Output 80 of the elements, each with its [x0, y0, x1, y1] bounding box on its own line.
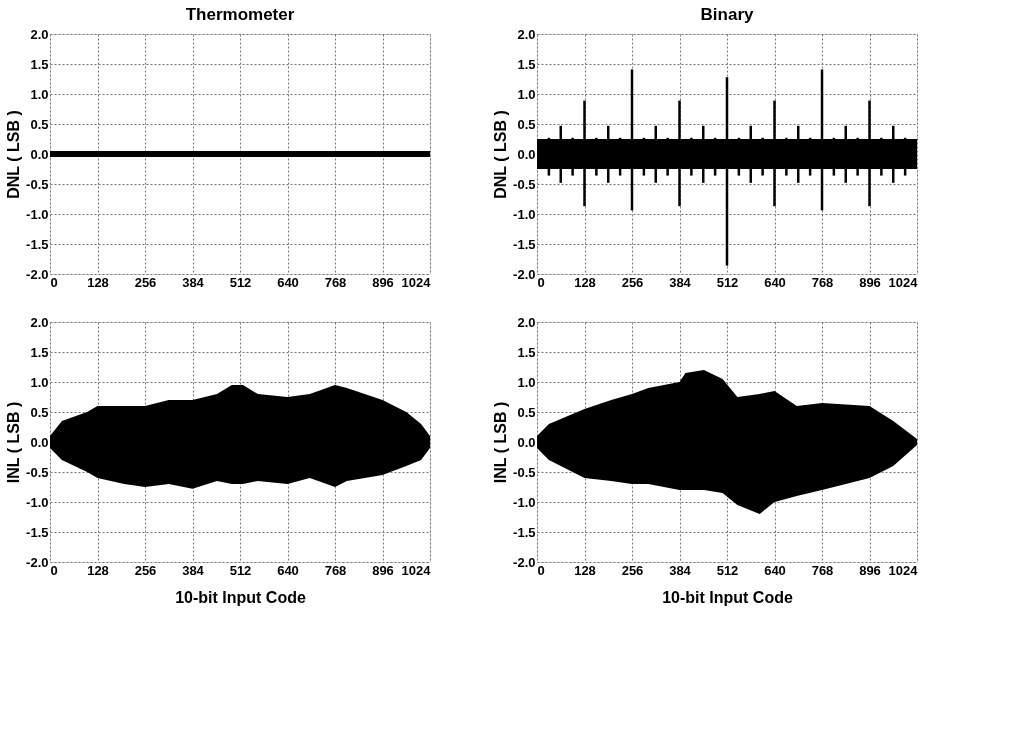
- y-tick-label: -0.5: [26, 464, 49, 480]
- x-tick-label: 512: [716, 274, 739, 290]
- x-tick-label: 768: [811, 274, 834, 290]
- x-tick-label: 640: [764, 562, 786, 578]
- x-tick-label: 0: [50, 274, 58, 290]
- y-tick-label: 0.0: [517, 434, 536, 450]
- x-tick-label: 1024: [401, 274, 432, 290]
- y-tick-label: 0.0: [30, 434, 49, 450]
- y-axis-title: DNL ( LSB ): [5, 110, 23, 199]
- y-tick-label: -1.0: [26, 206, 49, 222]
- x-tick-label: 256: [621, 562, 644, 578]
- x-tick-label: 640: [764, 274, 786, 290]
- y-tick-label: 1.5: [517, 56, 536, 72]
- y-tick-label: 0.0: [517, 146, 536, 162]
- y-tick-label: -2.0: [26, 266, 49, 282]
- x-tick-label: 384: [182, 274, 205, 290]
- y-tick-label: 2.0: [30, 26, 49, 42]
- x-tick-label: 640: [277, 274, 299, 290]
- x-axis-title: 10-bit Input Code: [175, 588, 306, 606]
- y-tick-label: -1.0: [26, 494, 49, 510]
- y-tick-label: 1.0: [30, 374, 49, 390]
- x-tick-label: 256: [621, 274, 644, 290]
- y-tick-label: -1.5: [26, 524, 49, 540]
- y-tick-label: 1.0: [517, 374, 536, 390]
- y-tick-label: 0.5: [517, 116, 536, 132]
- x-tick-label: 896: [372, 562, 394, 578]
- x-tick-label: 256: [134, 562, 157, 578]
- x-tick-label: 128: [87, 562, 109, 578]
- chart-title: Binary: [700, 5, 754, 24]
- y-tick-label: -2.0: [26, 554, 49, 570]
- chart-title: Thermometer: [185, 5, 295, 24]
- y-tick-label: 1.5: [30, 344, 49, 360]
- x-tick-label: 384: [669, 562, 692, 578]
- x-tick-label: 896: [372, 274, 394, 290]
- y-tick-label: -2.0: [513, 554, 536, 570]
- y-tick-label: -1.5: [26, 236, 49, 252]
- x-tick-label: 1024: [888, 274, 919, 290]
- y-tick-label: 1.0: [517, 86, 536, 102]
- y-tick-label: 2.0: [517, 314, 536, 330]
- y-tick-label: -0.5: [513, 176, 536, 192]
- x-tick-label: 512: [229, 274, 252, 290]
- x-tick-label: 512: [716, 562, 739, 578]
- x-tick-label: 128: [574, 274, 596, 290]
- x-tick-label: 768: [811, 562, 834, 578]
- y-tick-label: -2.0: [513, 266, 536, 282]
- x-tick-label: 0: [50, 562, 58, 578]
- x-tick-label: 1024: [401, 562, 432, 578]
- y-tick-label: -1.5: [513, 236, 536, 252]
- y-tick-label: 1.0: [30, 86, 49, 102]
- x-tick-label: 896: [859, 562, 881, 578]
- x-tick-label: 512: [229, 562, 252, 578]
- y-axis-title: INL ( LSB ): [492, 401, 510, 484]
- y-tick-label: 1.5: [517, 344, 536, 360]
- x-tick-label: 256: [134, 274, 157, 290]
- x-tick-label: 768: [324, 274, 347, 290]
- y-tick-label: 0.5: [30, 404, 49, 420]
- x-tick-label: 768: [324, 562, 347, 578]
- x-tick-label: 640: [277, 562, 299, 578]
- y-tick-label: 0.5: [517, 404, 536, 420]
- y-tick-label: 2.0: [30, 314, 49, 330]
- y-tick-label: 1.5: [30, 56, 49, 72]
- y-tick-label: -0.5: [26, 176, 49, 192]
- y-tick-label: 2.0: [517, 26, 536, 42]
- y-tick-label: -1.0: [513, 494, 536, 510]
- y-axis-title: DNL ( LSB ): [492, 110, 510, 199]
- x-axis-title: 10-bit Input Code: [662, 588, 793, 606]
- x-tick-label: 128: [87, 274, 109, 290]
- x-tick-label: 0: [537, 562, 545, 578]
- x-tick-label: 384: [669, 274, 692, 290]
- y-axis-title: INL ( LSB ): [5, 401, 23, 484]
- y-tick-label: 0.5: [30, 116, 49, 132]
- x-tick-label: 384: [182, 562, 205, 578]
- x-tick-label: 128: [574, 562, 596, 578]
- y-tick-label: -1.5: [513, 524, 536, 540]
- x-tick-label: 896: [859, 274, 881, 290]
- y-tick-label: -1.0: [513, 206, 536, 222]
- x-tick-label: 0: [537, 274, 545, 290]
- x-tick-label: 1024: [888, 562, 919, 578]
- y-tick-label: 0.0: [30, 146, 49, 162]
- y-tick-label: -0.5: [513, 464, 536, 480]
